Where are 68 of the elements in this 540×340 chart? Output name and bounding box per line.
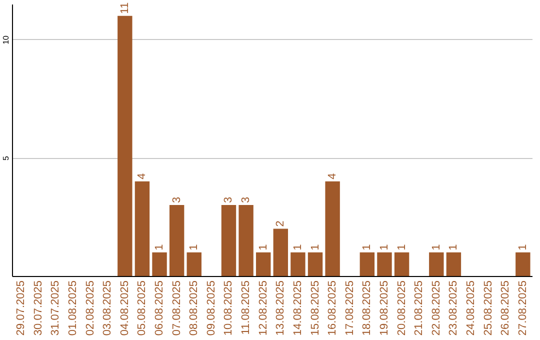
bar bbox=[186, 252, 202, 276]
bar bbox=[256, 252, 271, 276]
x-tick-label: 12.08.2025 bbox=[257, 280, 270, 336]
data-label: 4 bbox=[326, 173, 339, 180]
bar bbox=[429, 252, 444, 276]
x-tick-label: 14.08.2025 bbox=[292, 280, 304, 336]
x-tick-label: 15.08.2025 bbox=[309, 280, 322, 336]
data-label: 1 bbox=[516, 244, 529, 250]
bar bbox=[394, 252, 410, 276]
data-label: 3 bbox=[240, 196, 252, 204]
x-tick-label: 11.08.2025 bbox=[240, 280, 252, 335]
data-label: 3 bbox=[170, 196, 183, 204]
bar bbox=[118, 16, 132, 276]
x-tick-label: 30.07.2025 bbox=[32, 280, 44, 336]
x-tick-label: 31.07.2025 bbox=[50, 280, 62, 336]
x-tick-label: 26.08.2025 bbox=[500, 280, 512, 336]
x-tick-label: 19.08.2025 bbox=[378, 280, 390, 336]
data-label: 1 bbox=[378, 244, 390, 250]
x-tick-label: 03.08.2025 bbox=[102, 280, 114, 336]
x-tick-label: 05.08.2025 bbox=[136, 280, 148, 336]
x-tick-label: 13.08.2025 bbox=[274, 280, 287, 336]
bar bbox=[273, 228, 288, 276]
bar bbox=[377, 252, 392, 276]
data-label: 1 bbox=[309, 244, 322, 250]
bar bbox=[221, 205, 236, 276]
x-tick-label: 17.08.2025 bbox=[344, 280, 356, 336]
x-tick-label: 02.08.2025 bbox=[84, 280, 96, 336]
data-label: 1 bbox=[188, 244, 200, 250]
data-label: 1 bbox=[361, 244, 374, 250]
x-tick-label: 08.08.2025 bbox=[188, 280, 200, 336]
data-label: 1 bbox=[154, 244, 166, 250]
x-tick-label: 29.07.2025 bbox=[15, 280, 28, 336]
data-label: 1 bbox=[292, 244, 304, 250]
data-label: 3 bbox=[222, 196, 235, 204]
data-label: 1 bbox=[430, 244, 442, 250]
x-tick-label: 10.08.2025 bbox=[222, 280, 235, 336]
x-tick-label: 04.08.2025 bbox=[118, 280, 131, 336]
bar bbox=[325, 181, 340, 276]
y-tick-label: 5 bbox=[2, 155, 10, 160]
x-tick-label: 06.08.2025 bbox=[154, 280, 166, 336]
x-tick-label: 18.08.2025 bbox=[361, 280, 374, 336]
x-tick-label: 22.08.2025 bbox=[430, 280, 442, 336]
bar bbox=[169, 205, 184, 276]
bar bbox=[290, 252, 306, 276]
bar bbox=[238, 205, 254, 276]
x-tick-label: 23.08.2025 bbox=[448, 280, 460, 336]
bar bbox=[360, 252, 375, 276]
y-tick-label: 10 bbox=[2, 34, 10, 44]
data-label: 2 bbox=[274, 220, 287, 227]
x-tick-label: 25.08.2025 bbox=[482, 280, 494, 336]
bar bbox=[446, 252, 462, 276]
x-tick-label: 09.08.2025 bbox=[205, 280, 218, 336]
x-tick-label: 24.08.2025 bbox=[465, 280, 477, 336]
data-label: 1 bbox=[448, 244, 460, 250]
x-tick-label: 27.08.2025 bbox=[516, 280, 529, 336]
data-label: 1 bbox=[257, 244, 270, 250]
x-tick-label: 21.08.2025 bbox=[413, 280, 426, 336]
x-tick-label: 20.08.2025 bbox=[396, 280, 408, 336]
x-tick-label: 07.08.2025 bbox=[170, 280, 183, 336]
bar bbox=[308, 252, 323, 276]
bar bbox=[134, 181, 150, 276]
data-label: 1 bbox=[396, 244, 408, 250]
data-label: 4 bbox=[136, 173, 148, 180]
bar bbox=[516, 252, 530, 276]
x-tick-label: 01.08.2025 bbox=[67, 280, 79, 336]
x-tick-label: 16.08.2025 bbox=[326, 280, 339, 336]
data-label: 11 bbox=[118, 2, 131, 14]
bar bbox=[152, 252, 167, 276]
